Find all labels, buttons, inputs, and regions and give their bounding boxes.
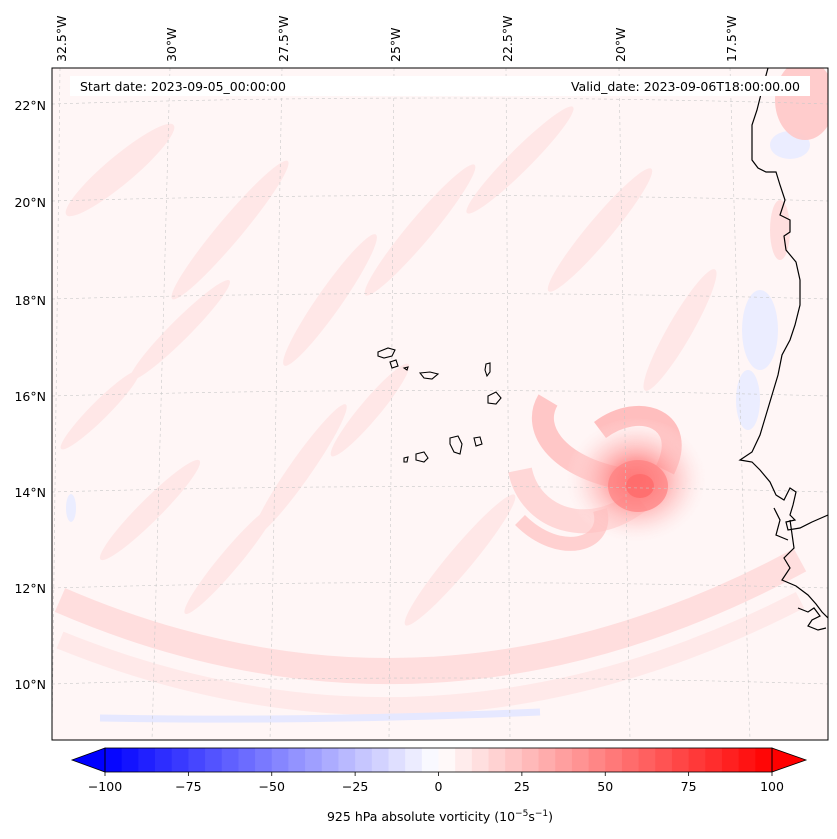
colorbar-tick-label: 75 bbox=[681, 779, 697, 794]
colorbar-min-arrow bbox=[70, 747, 106, 773]
colorbar-tick-label: −75 bbox=[175, 779, 201, 794]
colorbar-cell bbox=[421, 748, 439, 772]
map-frame bbox=[51, 67, 829, 741]
vorticity-field bbox=[52, 68, 828, 740]
colorbar-cell bbox=[471, 748, 489, 772]
cape-verde-islands bbox=[377, 347, 502, 463]
colorbar-tick-label: −25 bbox=[342, 779, 368, 794]
colorbar-cell bbox=[371, 748, 389, 772]
colorbar-cell bbox=[655, 748, 673, 772]
colorbar-cell bbox=[388, 748, 406, 772]
colorbar-cell bbox=[488, 748, 506, 772]
colorbar-label: 925 hPa absolute vorticity (10−5s−1) bbox=[327, 809, 553, 824]
valid-date-label: Valid_date: 2023-09-06T18:00:00.00 bbox=[571, 79, 800, 94]
lon-label: 20°W bbox=[613, 27, 628, 62]
colorbar-ticks: −100 −75 −50 −25 0 25 50 75 100 bbox=[88, 772, 784, 794]
lon-label: 32.5°W bbox=[54, 16, 69, 62]
colorbar-cell bbox=[138, 748, 156, 772]
colorbar-cell bbox=[105, 748, 123, 772]
colorbar-cell bbox=[221, 748, 239, 772]
date-header-box bbox=[70, 76, 810, 96]
colorbar-cell bbox=[705, 748, 723, 772]
colorbar-cell bbox=[455, 748, 473, 772]
colorbar-cells bbox=[105, 748, 773, 772]
lat-label: 10°N bbox=[14, 677, 46, 692]
colorbar-cell bbox=[338, 748, 356, 772]
colorbar-cell bbox=[288, 748, 306, 772]
colorbar-cell bbox=[121, 748, 139, 772]
colorbar-cell bbox=[205, 748, 223, 772]
colorbar-cell bbox=[638, 748, 656, 772]
colorbar-cell bbox=[621, 748, 639, 772]
colorbar-cell bbox=[305, 748, 323, 772]
start-date-label: Start date: 2023-09-05_00:00:00 bbox=[80, 79, 286, 94]
lat-label: 16°N bbox=[14, 389, 46, 404]
lon-label: 30°W bbox=[164, 27, 179, 62]
colorbar-cell bbox=[438, 748, 456, 772]
lat-label: 12°N bbox=[14, 581, 46, 596]
colorbar-cell bbox=[171, 748, 189, 772]
longitude-labels: 32.5°W 30°W 27.5°W 25°W 22.5°W 20°W 17.5… bbox=[54, 16, 739, 62]
colorbar-cell bbox=[671, 748, 690, 772]
colorbar-cell bbox=[238, 748, 256, 772]
colorbar-cell bbox=[355, 748, 373, 772]
africa-coastline bbox=[738, 68, 828, 631]
colorbar-cell bbox=[271, 748, 289, 772]
colorbar-cell bbox=[405, 748, 423, 772]
gridlines bbox=[52, 68, 828, 740]
colorbar-cell bbox=[521, 748, 539, 772]
lon-label: 27.5°W bbox=[276, 16, 291, 62]
lon-label: 22.5°W bbox=[500, 16, 515, 62]
colorbar-tick-label: 25 bbox=[514, 779, 530, 794]
latitude-labels: 22°N 20°N 18°N 16°N 14°N 12°N 10°N bbox=[14, 98, 46, 692]
lat-label: 18°N bbox=[14, 293, 46, 308]
colorbar-cell bbox=[538, 748, 556, 772]
colorbar-tick-label: −50 bbox=[259, 779, 285, 794]
lat-label: 14°N bbox=[14, 485, 46, 500]
colorbar-cell bbox=[571, 748, 589, 772]
colorbar: −100 −75 −50 −25 0 25 50 75 100 925 hPa absolute… bbox=[70, 747, 808, 824]
colorbar-cell bbox=[188, 748, 206, 772]
lon-label: 17.5°W bbox=[724, 16, 739, 62]
colorbar-cell bbox=[755, 748, 773, 772]
colorbar-cell bbox=[721, 748, 740, 772]
colorbar-cell bbox=[555, 748, 573, 772]
colorbar-tick-label: 100 bbox=[760, 779, 784, 794]
colorbar-cell bbox=[255, 748, 273, 772]
colorbar-tick-label: 0 bbox=[435, 779, 443, 794]
colorbar-cell bbox=[505, 748, 523, 772]
colorbar-tick-label: −100 bbox=[88, 779, 122, 794]
colorbar-cell bbox=[588, 748, 606, 772]
colorbar-cell bbox=[155, 748, 173, 772]
colorbar-cell bbox=[688, 748, 706, 772]
lat-label: 22°N bbox=[14, 98, 46, 113]
colorbar-tick-label: 50 bbox=[597, 779, 613, 794]
colorbar-max-arrow bbox=[771, 747, 808, 773]
lat-label: 20°N bbox=[14, 195, 46, 210]
colorbar-cell bbox=[321, 748, 339, 772]
lon-label: 25°W bbox=[388, 27, 403, 62]
colorbar-cell bbox=[738, 748, 756, 772]
colorbar-cell bbox=[605, 748, 623, 772]
